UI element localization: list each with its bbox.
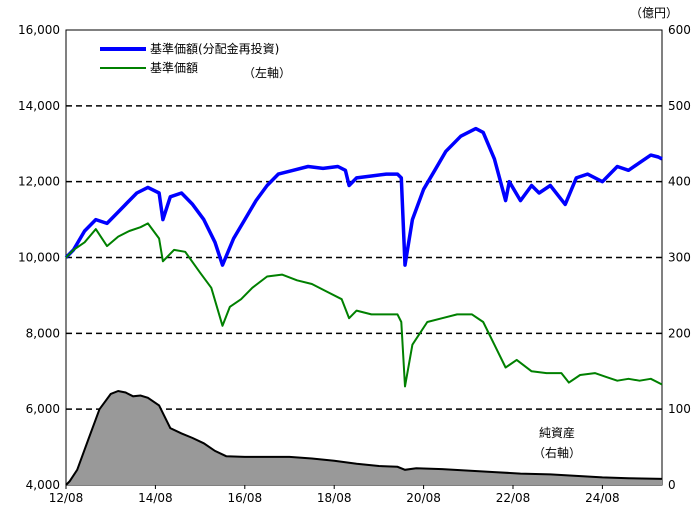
series-line-reinvest bbox=[64, 126, 663, 267]
right-axis-unit: （億円） bbox=[630, 6, 678, 20]
net-assets-area bbox=[65, 389, 663, 486]
net-assets-area-outline bbox=[65, 389, 663, 486]
line-series bbox=[64, 126, 663, 388]
y-right-tick-label: 200 bbox=[668, 326, 691, 340]
y-left-tick-label: 16,000 bbox=[18, 23, 60, 37]
y-left-tick-label: 6,000 bbox=[26, 402, 60, 416]
y-axis-right: 0 100 200 300 400 500 600 bbox=[668, 23, 691, 492]
net-assets-axis-note: （右軸） bbox=[533, 445, 581, 460]
legend-label-reinvest: 基準価額(分配金再投資) bbox=[150, 41, 279, 56]
y-left-tick-label: 8,000 bbox=[26, 326, 60, 340]
x-tick-label: 14/08 bbox=[138, 491, 173, 505]
legend-axis-note: （左軸） bbox=[243, 65, 291, 80]
y-left-tick-label: 14,000 bbox=[18, 99, 60, 113]
x-tick-label: 22/08 bbox=[496, 491, 531, 505]
net-assets-area-fill bbox=[66, 391, 662, 485]
x-tick-label: 18/08 bbox=[317, 491, 352, 505]
y-axis-left: 4,000 6,000 8,000 10,000 12,000 14,000 16,000 bbox=[18, 23, 60, 492]
x-axis: 12/08 14/08 16/08 18/08 20/08 22/08 24/08 bbox=[49, 485, 620, 505]
y-right-tick-label: 0 bbox=[668, 478, 676, 492]
y-right-tick-label: 300 bbox=[668, 251, 691, 265]
net-assets-label: 純資産 bbox=[539, 425, 575, 440]
y-right-tick-label: 600 bbox=[668, 23, 691, 37]
legend: 基準価額(分配金再投資) 基準価額 （左軸） bbox=[100, 41, 291, 80]
y-right-tick-label: 500 bbox=[668, 99, 691, 113]
y-right-tick-label: 100 bbox=[668, 402, 691, 416]
x-tick-label: 16/08 bbox=[228, 491, 263, 505]
y-left-tick-label: 10,000 bbox=[18, 251, 60, 265]
y-left-tick-label: 4,000 bbox=[26, 478, 60, 492]
series-line-nav bbox=[65, 222, 663, 388]
legend-label-nav: 基準価額 bbox=[150, 60, 198, 75]
x-tick-label: 24/08 bbox=[585, 491, 620, 505]
x-tick-label: 12/08 bbox=[49, 491, 84, 505]
y-right-tick-label: 400 bbox=[668, 175, 691, 189]
y-left-tick-label: 12,000 bbox=[18, 175, 60, 189]
x-tick-label: 20/08 bbox=[406, 491, 441, 505]
